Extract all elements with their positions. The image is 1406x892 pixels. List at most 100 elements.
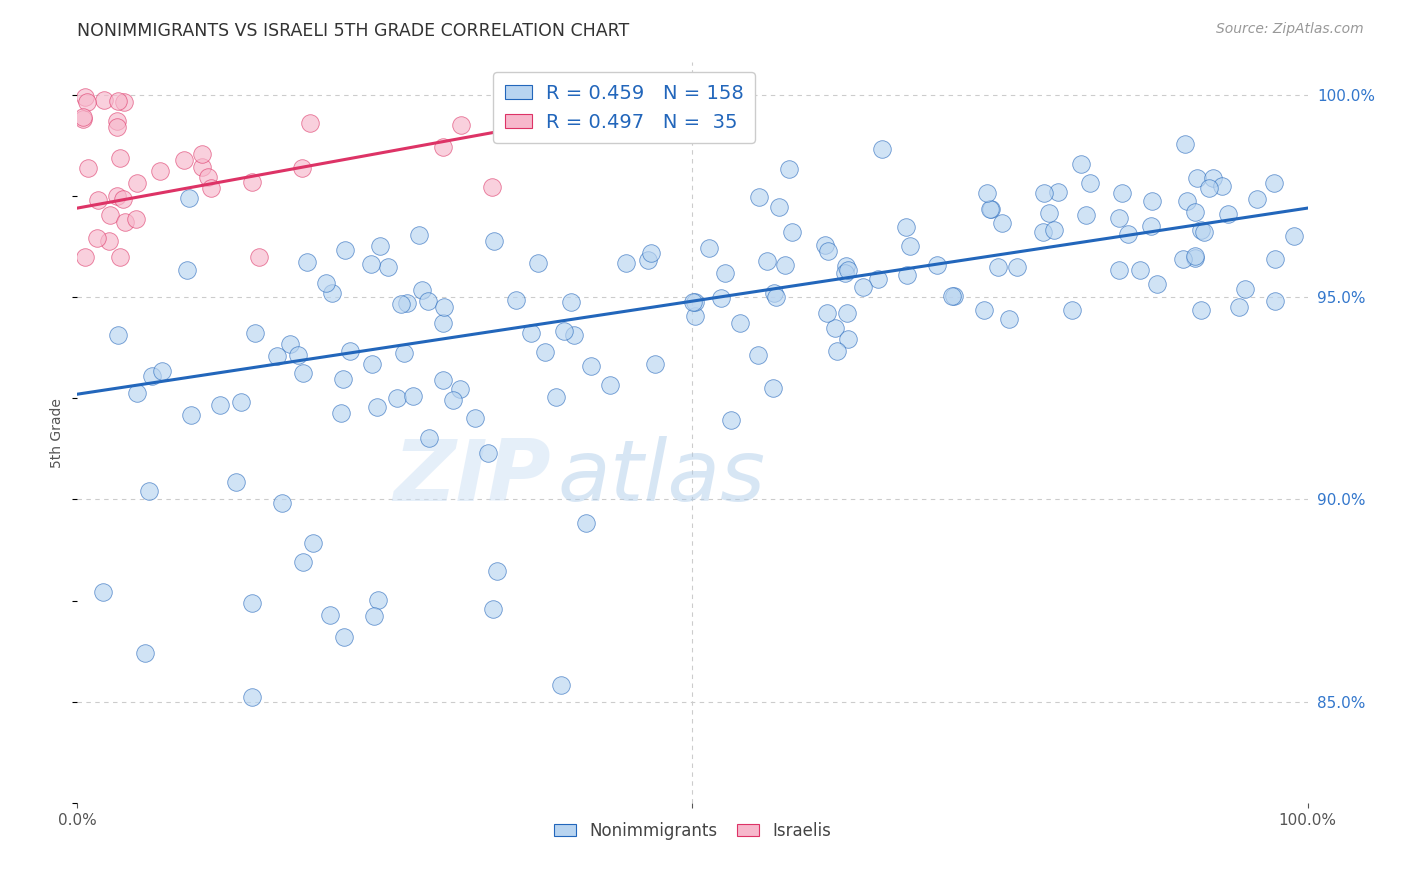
Point xyxy=(980,202,1002,217)
Point xyxy=(998,312,1021,326)
Point xyxy=(778,161,800,176)
Point xyxy=(240,690,263,704)
Point xyxy=(575,516,598,531)
Point xyxy=(224,475,246,490)
Point xyxy=(432,373,454,387)
Point xyxy=(1234,282,1257,296)
Point xyxy=(173,153,195,167)
Point xyxy=(105,189,128,203)
Point xyxy=(720,413,742,427)
Point xyxy=(896,268,918,282)
Point xyxy=(125,211,148,226)
Point xyxy=(332,372,354,386)
Point xyxy=(291,161,314,175)
Point xyxy=(866,271,889,285)
Point xyxy=(894,220,917,235)
Point xyxy=(389,296,412,310)
Point xyxy=(762,381,785,395)
Point xyxy=(527,255,550,269)
Point xyxy=(1227,300,1250,314)
Point xyxy=(519,326,541,340)
Point xyxy=(240,596,263,610)
Point xyxy=(1282,228,1305,243)
Point xyxy=(134,646,156,660)
Point xyxy=(107,95,129,109)
Point xyxy=(482,234,505,248)
Point xyxy=(768,201,790,215)
Point xyxy=(1007,260,1029,274)
Point xyxy=(150,364,173,378)
Point xyxy=(1140,219,1163,234)
Point xyxy=(75,90,97,104)
Point xyxy=(837,263,859,277)
Point xyxy=(408,227,430,242)
Point xyxy=(319,607,342,622)
Point xyxy=(72,111,94,125)
Point xyxy=(292,366,315,380)
Point xyxy=(385,392,408,406)
Point xyxy=(581,359,603,373)
Point xyxy=(278,336,301,351)
Point xyxy=(1146,277,1168,292)
Point xyxy=(418,432,440,446)
Point xyxy=(481,180,503,194)
Point xyxy=(714,267,737,281)
Point xyxy=(299,116,322,130)
Point xyxy=(363,609,385,624)
Point xyxy=(683,310,706,324)
Point xyxy=(72,112,94,126)
Point xyxy=(245,326,267,340)
Point xyxy=(367,593,389,607)
Point xyxy=(870,142,893,156)
Legend: Nonimmigrants, Israelis: Nonimmigrants, Israelis xyxy=(547,815,838,847)
Point xyxy=(1140,194,1163,208)
Point xyxy=(111,192,134,206)
Point xyxy=(486,564,509,578)
Point xyxy=(98,234,121,248)
Point xyxy=(125,386,148,401)
Point xyxy=(1264,252,1286,266)
Point xyxy=(125,176,148,190)
Point xyxy=(333,631,356,645)
Point xyxy=(834,266,856,280)
Point xyxy=(321,286,343,301)
Point xyxy=(329,406,352,420)
Text: atlas: atlas xyxy=(557,435,765,518)
Point xyxy=(991,216,1014,230)
Point xyxy=(553,324,575,338)
Point xyxy=(1080,176,1102,190)
Point xyxy=(76,95,98,109)
Point xyxy=(817,244,839,258)
Point xyxy=(1192,226,1215,240)
Point xyxy=(1074,209,1097,223)
Point xyxy=(411,283,433,297)
Point xyxy=(138,483,160,498)
Point xyxy=(1108,211,1130,226)
Point xyxy=(1189,302,1212,317)
Point xyxy=(898,239,921,253)
Point xyxy=(1108,262,1130,277)
Point xyxy=(433,300,456,314)
Point xyxy=(1070,157,1092,171)
Point xyxy=(1032,225,1054,239)
Point xyxy=(640,246,662,260)
Point xyxy=(197,169,219,184)
Point xyxy=(976,186,998,201)
Point xyxy=(295,255,318,269)
Point xyxy=(366,400,388,414)
Point xyxy=(108,250,131,264)
Point xyxy=(141,369,163,384)
Point xyxy=(464,410,486,425)
Point xyxy=(614,256,637,270)
Point xyxy=(482,602,505,616)
Point xyxy=(292,555,315,569)
Point xyxy=(432,140,454,154)
Point xyxy=(927,258,949,272)
Point xyxy=(562,328,585,343)
Point xyxy=(1171,252,1194,267)
Point xyxy=(697,241,720,255)
Point xyxy=(360,257,382,271)
Point xyxy=(683,295,706,310)
Point xyxy=(477,446,499,460)
Point xyxy=(834,259,856,273)
